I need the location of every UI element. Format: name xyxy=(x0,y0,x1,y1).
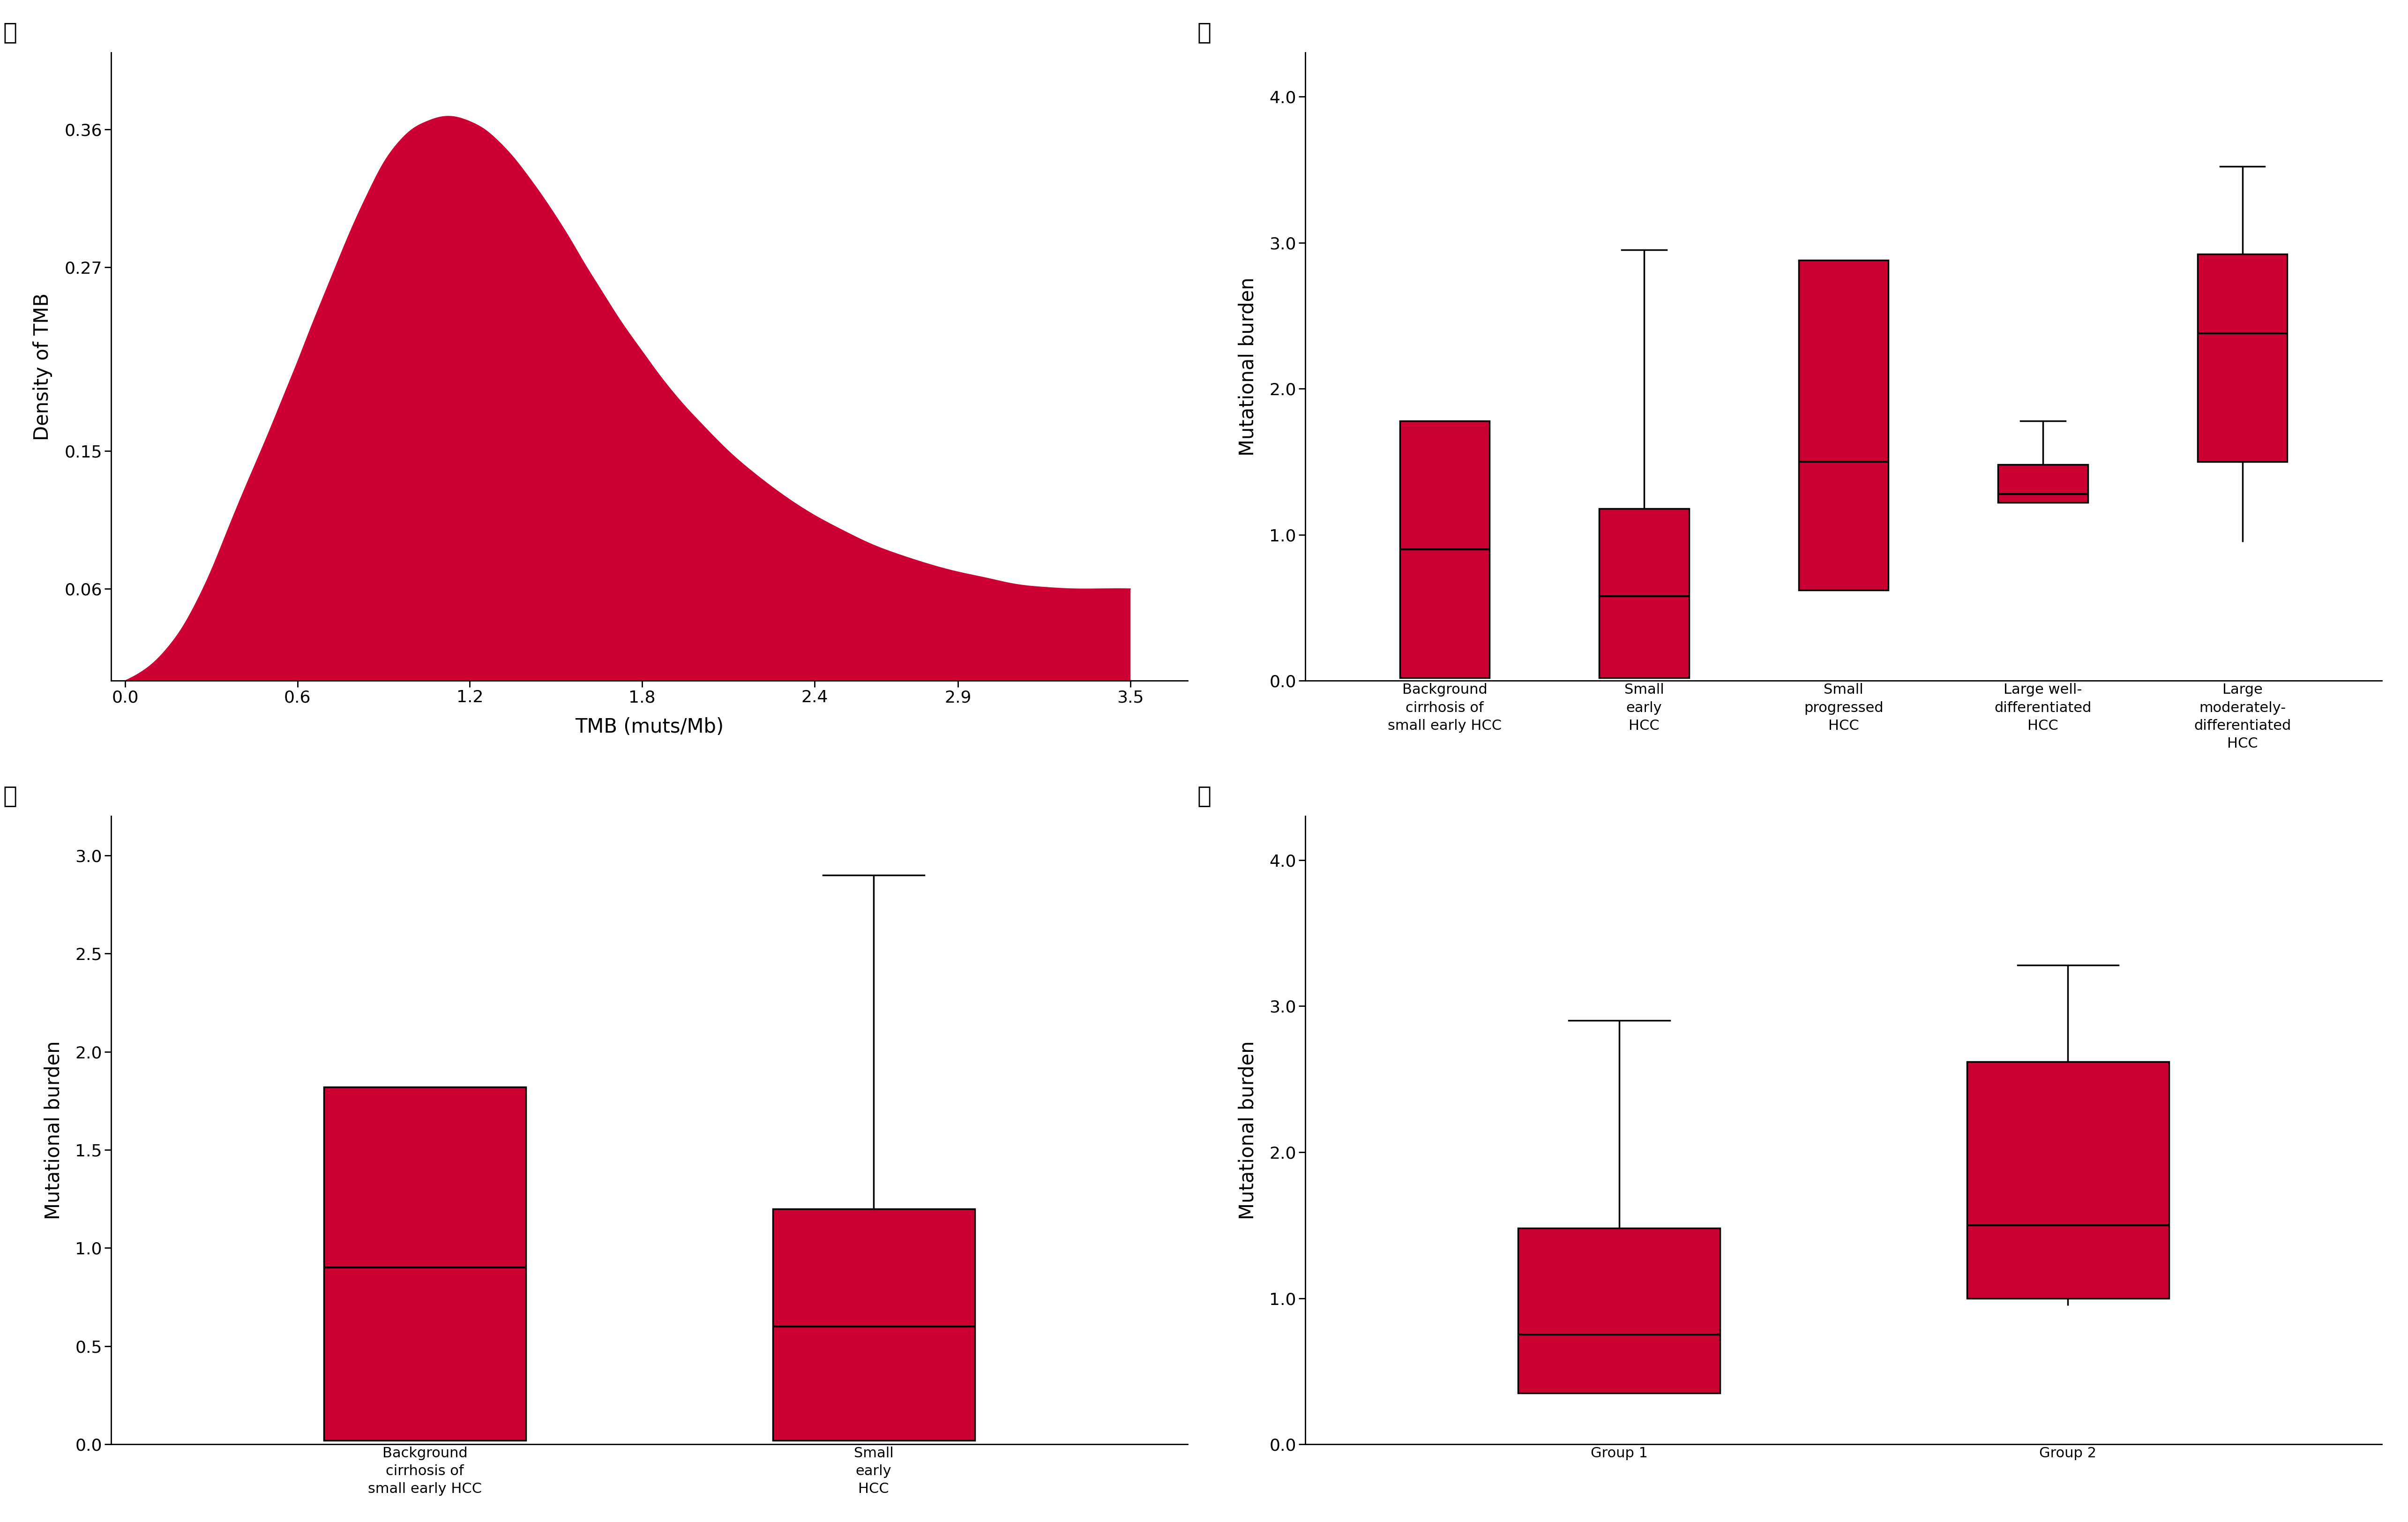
Bar xyxy=(1999,464,2088,502)
Y-axis label: Mutational burden: Mutational burden xyxy=(1238,1041,1257,1219)
X-axis label: TMB (muts/Mb): TMB (muts/Mb) xyxy=(576,717,725,737)
Text: Ⓑ: Ⓑ xyxy=(1197,21,1211,44)
Bar xyxy=(1517,1228,1719,1393)
Y-axis label: Mutational burden: Mutational burden xyxy=(43,1041,63,1219)
Bar xyxy=(1967,1061,2170,1298)
Bar xyxy=(1799,260,1888,591)
Y-axis label: Density of TMB: Density of TMB xyxy=(34,292,53,440)
Y-axis label: Mutational burden: Mutational burden xyxy=(1238,277,1257,457)
Bar xyxy=(1399,420,1491,677)
Bar xyxy=(1599,508,1688,677)
Text: Ⓓ: Ⓓ xyxy=(1197,785,1211,807)
Bar xyxy=(773,1208,975,1440)
Text: Ⓐ: Ⓐ xyxy=(2,21,17,44)
Text: Ⓒ: Ⓒ xyxy=(2,785,17,807)
Bar xyxy=(2199,254,2288,461)
Bar xyxy=(325,1087,525,1440)
